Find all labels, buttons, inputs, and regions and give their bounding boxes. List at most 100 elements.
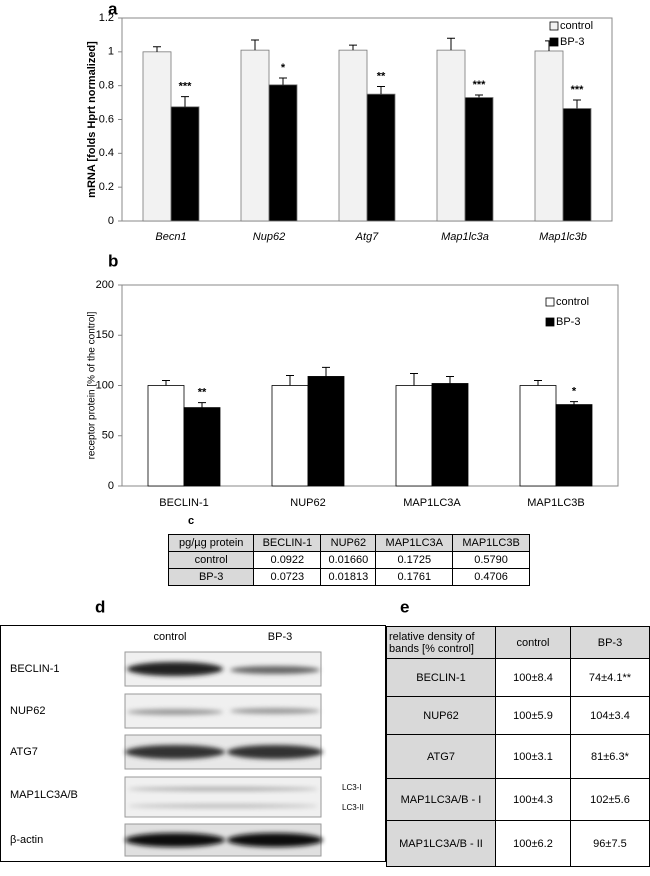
bar — [183, 407, 221, 487]
legend-label: control — [556, 296, 589, 308]
table-cell: 0.01660 — [320, 551, 377, 569]
y-tick-label: 1 — [108, 46, 114, 58]
error-bar — [410, 372, 418, 386]
table-cell: BP-3 — [167, 568, 255, 586]
band-label: LC3-II — [342, 803, 364, 812]
y-tick-label: 0 — [108, 480, 114, 492]
error-bar — [153, 46, 161, 52]
legend-label: BP-3 — [560, 36, 584, 48]
x-tick-label: BECLIN-1 — [159, 497, 209, 509]
header-cell: NUP62 — [320, 534, 377, 552]
bar — [240, 49, 270, 222]
error-bar — [286, 374, 294, 386]
legend-swatch — [545, 317, 555, 327]
panel-letter: d — [95, 597, 105, 616]
y-axis-label: receptor protein [% of the control] — [87, 311, 98, 459]
table-cell: 0.4706 — [452, 568, 530, 586]
table-cell: ATG7 — [386, 734, 496, 779]
table-cell: 100±5.9 — [495, 696, 571, 735]
bar — [431, 383, 469, 487]
significance-label: *** — [571, 84, 585, 96]
blot-row-label: β-actin — [10, 834, 43, 846]
y-tick-label: 0.6 — [99, 113, 114, 125]
table-cell: MAP1LC3A/B - II — [386, 820, 496, 867]
error-bar — [349, 44, 357, 51]
error-bar — [377, 86, 385, 95]
bar — [268, 84, 298, 222]
table-cell: 0.0922 — [253, 551, 322, 569]
table-row: MAP1LC3A/B - I 100±4.3 102±5.6 — [386, 778, 650, 821]
y-tick-label: 0.8 — [99, 80, 114, 92]
bar — [436, 49, 466, 222]
table-cell: 100±3.1 — [495, 734, 571, 779]
y-tick-label: 0.4 — [99, 147, 114, 159]
table-cell: 0.5790 — [452, 551, 530, 569]
table-cell: 0.1761 — [375, 568, 454, 586]
error-bar — [570, 401, 578, 405]
x-tick-label: Atg7 — [355, 231, 380, 243]
table-row: NUP62 100±5.9 104±3.4 — [386, 696, 650, 735]
x-tick-label: NUP62 — [290, 497, 325, 509]
error-bar — [573, 99, 581, 109]
bar — [271, 385, 309, 487]
blot-row-label: BECLIN-1 — [10, 663, 60, 675]
table-cell: control — [167, 551, 255, 569]
bar — [519, 385, 557, 487]
error-bar — [322, 366, 330, 377]
x-tick-label: Nup62 — [253, 231, 285, 243]
table-cell: MAP1LC3A/B - I — [386, 778, 496, 821]
band-label: LC3-I — [342, 783, 362, 792]
error-bar — [475, 94, 483, 98]
x-tick-label: Map1lc3b — [539, 231, 587, 243]
table-cell: 0.0723 — [253, 568, 322, 586]
y-axis-label: mRNA [folds Hprt normalized] — [86, 41, 98, 198]
x-tick-label: MAP1LC3A — [403, 497, 461, 509]
table-row: BECLIN-1 100±8.4 74±4.1** — [386, 658, 650, 697]
bar — [555, 404, 593, 487]
bar — [366, 93, 396, 222]
error-bar — [446, 375, 454, 384]
significance-label: * — [572, 385, 577, 397]
blot-column-label: BP-3 — [268, 631, 292, 643]
y-tick-label: 1.2 — [99, 12, 114, 24]
table-row: pg/µg protein BECLIN-1 NUP62 MAP1LC3A MAP1LC… — [167, 534, 530, 552]
panel-letter: b — [108, 251, 118, 270]
header-cell: control — [495, 626, 571, 659]
significance-label: * — [281, 62, 286, 74]
table-row: MAP1LC3A/B - II 100±6.2 96±7.5 — [386, 820, 650, 867]
error-bar — [534, 379, 542, 386]
panel-letter: e — [400, 597, 409, 616]
error-bar — [181, 96, 189, 107]
error-bar — [198, 402, 206, 408]
header-cell: BECLIN-1 — [253, 534, 322, 552]
x-tick-label: Map1lc3a — [441, 231, 489, 243]
blot-bands — [124, 651, 323, 857]
table-c: pg/µg protein BECLIN-1 NUP62 MAP1LC3A MAP1LC… — [167, 534, 530, 586]
x-tick-label: MAP1LC3B — [527, 497, 584, 509]
error-bar — [251, 39, 259, 51]
table-cell: 0.01813 — [320, 568, 377, 586]
y-tick-label: 0 — [108, 215, 114, 227]
bar — [338, 49, 368, 222]
error-bar — [279, 77, 287, 85]
bar — [170, 106, 200, 222]
table-row: BP-3 0.0723 0.01813 0.1761 0.4706 — [167, 568, 530, 586]
panel-letter: a — [108, 0, 118, 18]
table-cell: BECLIN-1 — [386, 658, 496, 697]
header-cell: MAP1LC3B — [452, 534, 530, 552]
bar — [562, 108, 592, 222]
bar — [307, 376, 345, 487]
legend-label: BP-3 — [556, 316, 580, 328]
legend-swatch — [549, 37, 559, 47]
table-cell: 102±5.6 — [569, 778, 650, 821]
table-cell: 100±4.3 — [495, 778, 571, 821]
blot-row-label: NUP62 — [10, 705, 45, 717]
table-row: relative density of bands [% control] con… — [386, 626, 650, 659]
blot-row-label: MAP1LC3A/B — [10, 789, 78, 801]
y-tick-label: 150 — [96, 329, 114, 341]
table-cell: 100±8.4 — [495, 658, 571, 697]
table-cell: 100±6.2 — [495, 820, 571, 867]
header-cell: BP-3 — [569, 626, 650, 659]
bar — [464, 97, 494, 222]
